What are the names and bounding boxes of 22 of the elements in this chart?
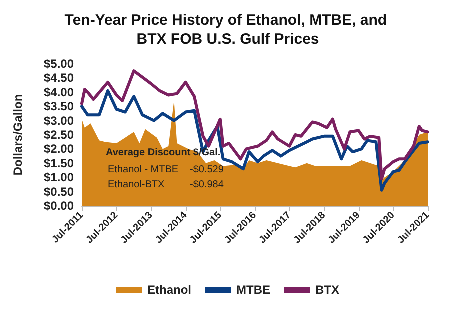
y-tick-label: $3.50 xyxy=(44,100,74,114)
annotation: -$0.529 xyxy=(190,164,224,176)
line-series xyxy=(80,89,430,192)
y-tick-label: $5.00 xyxy=(44,57,74,71)
y-tick-label: $0.00 xyxy=(44,199,74,213)
y-tick-label: $3.00 xyxy=(44,114,74,128)
legend-label: Ethanol xyxy=(148,283,192,297)
y-tick-label: $2.00 xyxy=(44,142,74,156)
chart-title: Ten-Year Price History of Ethanol, MTBE, and BTX FOB U.S. Gulf Prices xyxy=(64,12,392,48)
y-tick-label: $4.50 xyxy=(44,71,74,86)
y-tick-label: $2.50 xyxy=(44,128,74,142)
line-series xyxy=(80,70,430,181)
y-tick-label: $1.00 xyxy=(44,170,74,185)
y-tick-label: $1.50 xyxy=(44,156,74,170)
y-axis-title: Dollars/Gallon xyxy=(11,94,25,176)
annotation: -$0.984 xyxy=(190,180,224,190)
y-tick-label: $4.00 xyxy=(44,85,74,100)
legend-label: MTBE xyxy=(236,283,270,297)
annotation: Ethanol - MTBE xyxy=(108,164,179,176)
y-tick-label: $0.50 xyxy=(44,184,74,199)
annotation: Ethanol-BTX xyxy=(108,180,166,190)
legend-label: BTX xyxy=(315,283,340,297)
